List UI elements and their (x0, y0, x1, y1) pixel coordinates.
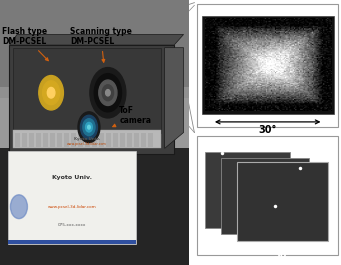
FancyBboxPatch shape (64, 132, 69, 147)
FancyBboxPatch shape (15, 132, 20, 147)
FancyBboxPatch shape (197, 4, 338, 127)
Circle shape (29, 62, 73, 123)
Text: 30°: 30° (258, 125, 277, 135)
Text: Kyoto Univ.: Kyoto Univ. (74, 137, 100, 142)
FancyBboxPatch shape (43, 132, 48, 147)
Text: www.pcsel-3d-lidar.com: www.pcsel-3d-lidar.com (47, 205, 96, 209)
Circle shape (94, 74, 121, 112)
FancyBboxPatch shape (0, 87, 189, 98)
FancyBboxPatch shape (85, 132, 90, 147)
Circle shape (83, 119, 95, 136)
FancyBboxPatch shape (78, 132, 83, 147)
Circle shape (47, 87, 55, 98)
Polygon shape (10, 45, 174, 154)
Polygon shape (8, 151, 136, 244)
FancyBboxPatch shape (92, 132, 97, 147)
FancyBboxPatch shape (57, 132, 62, 147)
Circle shape (90, 68, 126, 118)
Text: Scanning type
DM-PCSEL: Scanning type DM-PCSEL (70, 26, 132, 62)
Circle shape (39, 76, 63, 110)
Text: ToF
camera: ToF camera (113, 106, 151, 127)
Text: 075-xxx-xxxx: 075-xxx-xxxx (58, 223, 86, 227)
FancyBboxPatch shape (141, 132, 146, 147)
Polygon shape (10, 34, 183, 45)
FancyBboxPatch shape (99, 132, 104, 147)
FancyBboxPatch shape (8, 240, 136, 244)
FancyBboxPatch shape (13, 130, 161, 148)
Text: www.pcsel-3d-lidar.com: www.pcsel-3d-lidar.com (67, 142, 107, 146)
FancyBboxPatch shape (22, 132, 27, 147)
Circle shape (99, 80, 117, 105)
FancyBboxPatch shape (71, 132, 76, 147)
Circle shape (106, 90, 110, 96)
FancyBboxPatch shape (0, 0, 189, 154)
Circle shape (102, 85, 114, 101)
FancyBboxPatch shape (197, 136, 338, 255)
FancyBboxPatch shape (120, 132, 125, 147)
Circle shape (11, 195, 27, 219)
Circle shape (78, 112, 100, 143)
FancyBboxPatch shape (113, 132, 118, 147)
FancyBboxPatch shape (106, 132, 111, 147)
FancyBboxPatch shape (134, 132, 139, 147)
FancyBboxPatch shape (0, 148, 189, 265)
FancyBboxPatch shape (202, 16, 333, 114)
FancyBboxPatch shape (19, 76, 114, 80)
FancyBboxPatch shape (237, 162, 328, 241)
FancyBboxPatch shape (221, 158, 309, 234)
Text: Flash type
DM-PCSEL: Flash type DM-PCSEL (2, 26, 48, 61)
Circle shape (80, 115, 98, 139)
Circle shape (43, 81, 60, 105)
FancyBboxPatch shape (0, 0, 189, 93)
Polygon shape (165, 48, 183, 148)
Circle shape (86, 122, 92, 132)
FancyBboxPatch shape (148, 132, 153, 147)
Text: Kyoto Univ.: Kyoto Univ. (52, 175, 92, 180)
FancyBboxPatch shape (50, 132, 55, 147)
FancyBboxPatch shape (36, 132, 41, 147)
FancyBboxPatch shape (127, 132, 132, 147)
Circle shape (88, 125, 90, 129)
FancyBboxPatch shape (29, 132, 34, 147)
Text: 30°: 30° (273, 250, 292, 260)
Circle shape (34, 69, 68, 117)
FancyBboxPatch shape (13, 48, 161, 132)
FancyBboxPatch shape (205, 152, 290, 228)
